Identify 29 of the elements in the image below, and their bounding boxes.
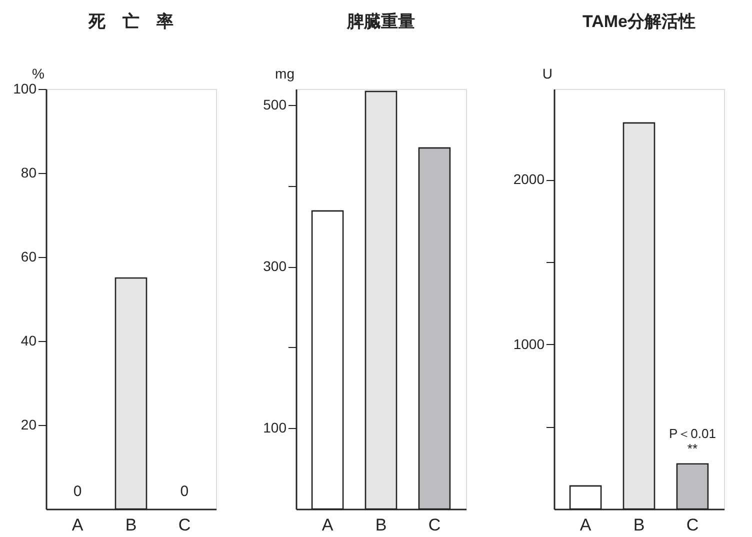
y-tick-label: 40 [20, 332, 37, 348]
y-axis-title: mg [275, 66, 294, 82]
x-tick-label: A [580, 516, 592, 534]
x-tick-label: C [178, 516, 191, 534]
y-tick-label: 60 [20, 248, 37, 264]
y-tick-label: 300 [263, 258, 287, 274]
x-tick-label: C [428, 516, 441, 534]
data-label: 0 [180, 483, 189, 500]
y-tick-label: 500 [263, 96, 287, 113]
chart-title: 死 亡 率 [88, 12, 174, 31]
y-tick-label: 100 [263, 420, 287, 436]
x-tick-label: B [633, 516, 645, 534]
y-axis-title: % [32, 66, 44, 82]
x-tick-label: A [72, 516, 84, 534]
data-label: 0 [73, 483, 82, 500]
x-tick-label: B [375, 516, 387, 534]
annotation: ** [687, 440, 698, 456]
x-tick-label: B [125, 516, 137, 534]
x-tick-label: A [322, 516, 334, 534]
y-tick-label: 1000 [513, 336, 545, 352]
y-tick-label: 80 [20, 164, 37, 180]
x-tick-label: C [686, 516, 699, 534]
y-tick-label: 2000 [513, 171, 545, 188]
y-tick-label: 20 [20, 416, 37, 432]
chart-title: 脾臓重量 [346, 12, 415, 31]
chart-title: TAMe分解活性 [582, 12, 696, 31]
y-axis-title: U [542, 66, 552, 82]
y-tick-label: 100 [13, 80, 37, 96]
annotation: P＜0.01 [668, 426, 716, 441]
